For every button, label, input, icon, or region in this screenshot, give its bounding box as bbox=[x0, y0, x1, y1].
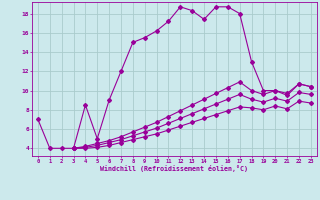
X-axis label: Windchill (Refroidissement éolien,°C): Windchill (Refroidissement éolien,°C) bbox=[100, 165, 248, 172]
